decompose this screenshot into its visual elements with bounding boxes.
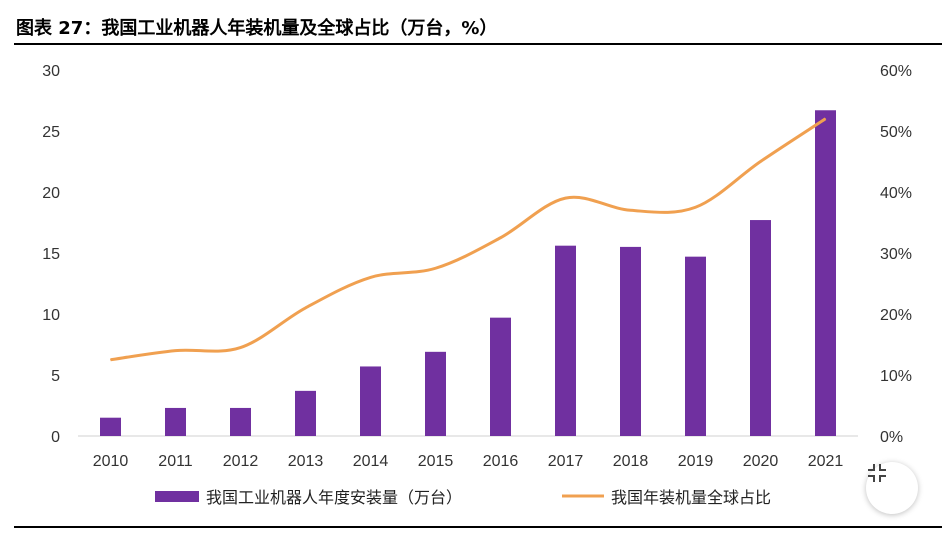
bar xyxy=(165,407,186,436)
bar xyxy=(815,110,836,436)
x-tick-label: 2015 xyxy=(418,453,454,470)
title-divider xyxy=(14,43,942,45)
x-tick-label: 2021 xyxy=(808,453,844,470)
y-left-tick-label: 25 xyxy=(42,124,60,141)
y-right-tick-label: 0% xyxy=(880,429,903,446)
collapse-button[interactable] xyxy=(866,462,918,514)
bar xyxy=(490,317,511,436)
line-point xyxy=(760,161,761,162)
line-point xyxy=(695,206,696,208)
line-point xyxy=(305,307,306,309)
y-right-tick-label: 50% xyxy=(880,124,912,141)
line-point xyxy=(240,347,241,349)
y-left-tick-label: 5 xyxy=(51,368,60,385)
y-left-tick-label: 0 xyxy=(51,429,60,446)
legend-bar-swatch xyxy=(155,491,199,502)
bar xyxy=(230,407,251,436)
bar xyxy=(620,246,641,436)
bar xyxy=(555,245,576,436)
x-tick-label: 2016 xyxy=(483,453,519,470)
y-right-tick-label: 60% xyxy=(880,63,912,80)
bar xyxy=(100,417,121,436)
x-tick-label: 2012 xyxy=(223,453,259,470)
line-point xyxy=(825,118,826,120)
x-tick-label: 2011 xyxy=(158,453,193,470)
bar xyxy=(750,220,771,436)
line-point xyxy=(175,350,176,352)
y-right-tick-label: 10% xyxy=(880,368,912,385)
y-right-tick-label: 30% xyxy=(880,246,912,263)
x-tick-label: 2018 xyxy=(613,453,649,470)
y-left-tick-label: 15 xyxy=(42,246,60,263)
line-point xyxy=(370,276,371,278)
line-point xyxy=(630,209,631,211)
x-tick-label: 2014 xyxy=(353,453,389,470)
chart-title: 图表 27：我国工业机器人年装机量及全球占比（万台，%） xyxy=(16,18,498,39)
bottom-divider xyxy=(14,526,942,528)
x-tick-label: 2010 xyxy=(93,453,129,470)
line-point xyxy=(110,359,111,361)
x-tick-label: 2013 xyxy=(288,453,324,470)
y-left-tick-label: 30 xyxy=(42,63,60,80)
series-line xyxy=(110,117,827,362)
bar xyxy=(685,256,706,436)
line-point xyxy=(435,267,436,269)
bar xyxy=(360,366,381,436)
bar xyxy=(295,390,316,436)
line-point xyxy=(500,237,501,239)
bar xyxy=(425,351,446,436)
y-left-tick-label: 20 xyxy=(42,185,60,202)
legend-line-label: 我国年装机量全球占比 xyxy=(611,488,771,507)
x-tick-label: 2017 xyxy=(548,453,584,470)
y-right-tick-label: 20% xyxy=(880,307,912,324)
collapse-arrows-icon xyxy=(868,464,886,482)
legend-bar-label: 我国工业机器人年度安装量（万台） xyxy=(206,488,462,507)
x-tick-label: 2020 xyxy=(743,453,779,470)
y-left-tick-label: 10 xyxy=(42,307,60,324)
y-right-tick-label: 40% xyxy=(880,185,912,202)
x-tick-label: 2019 xyxy=(678,453,714,470)
line-point xyxy=(565,197,566,199)
